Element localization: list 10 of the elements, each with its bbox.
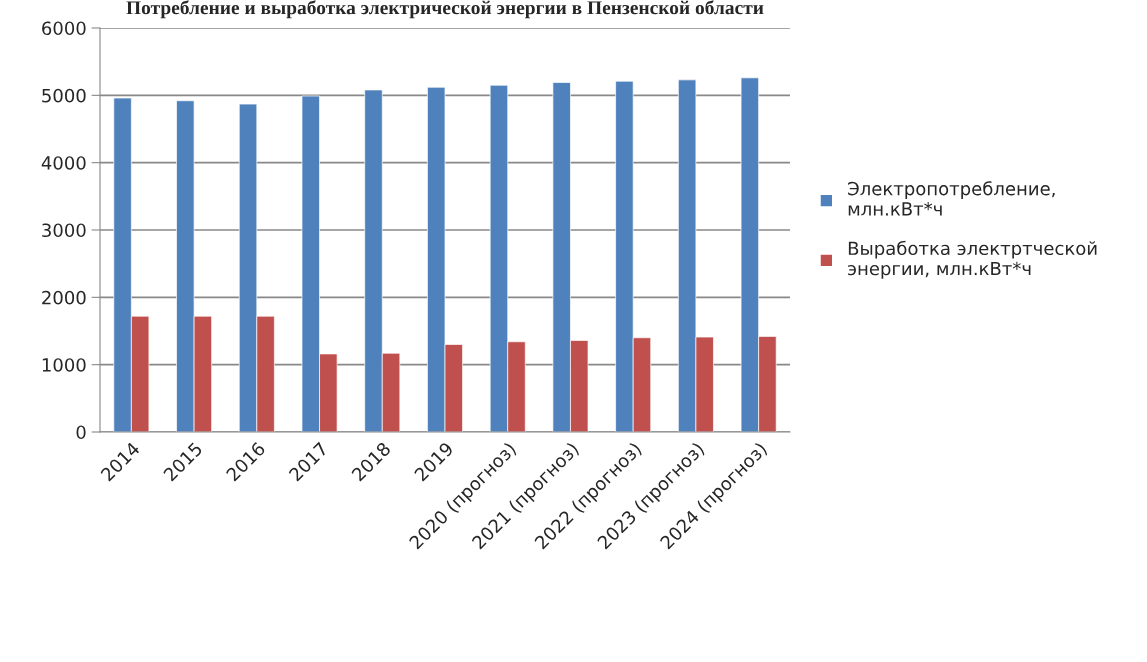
y-tick-label: 3000 <box>42 223 86 238</box>
legend-label: Электропотребление, млн.кВт*ч <box>848 181 1055 216</box>
y-tick-label: 6000 <box>42 21 86 36</box>
y-tick-label: 5000 <box>42 88 86 103</box>
y-tick-label: 0 <box>76 425 86 440</box>
y-tick-label: 4000 <box>41 156 86 170</box>
y-tick-label: 1000 <box>42 358 86 372</box>
y-tick-label: 2000 <box>42 290 86 305</box>
chart-title: Потребление и выработка электрической энергии в Пензенской области <box>126 0 764 19</box>
legend-label: Выработка электртческой энергии, млн.кВт*ч <box>848 240 1097 279</box>
